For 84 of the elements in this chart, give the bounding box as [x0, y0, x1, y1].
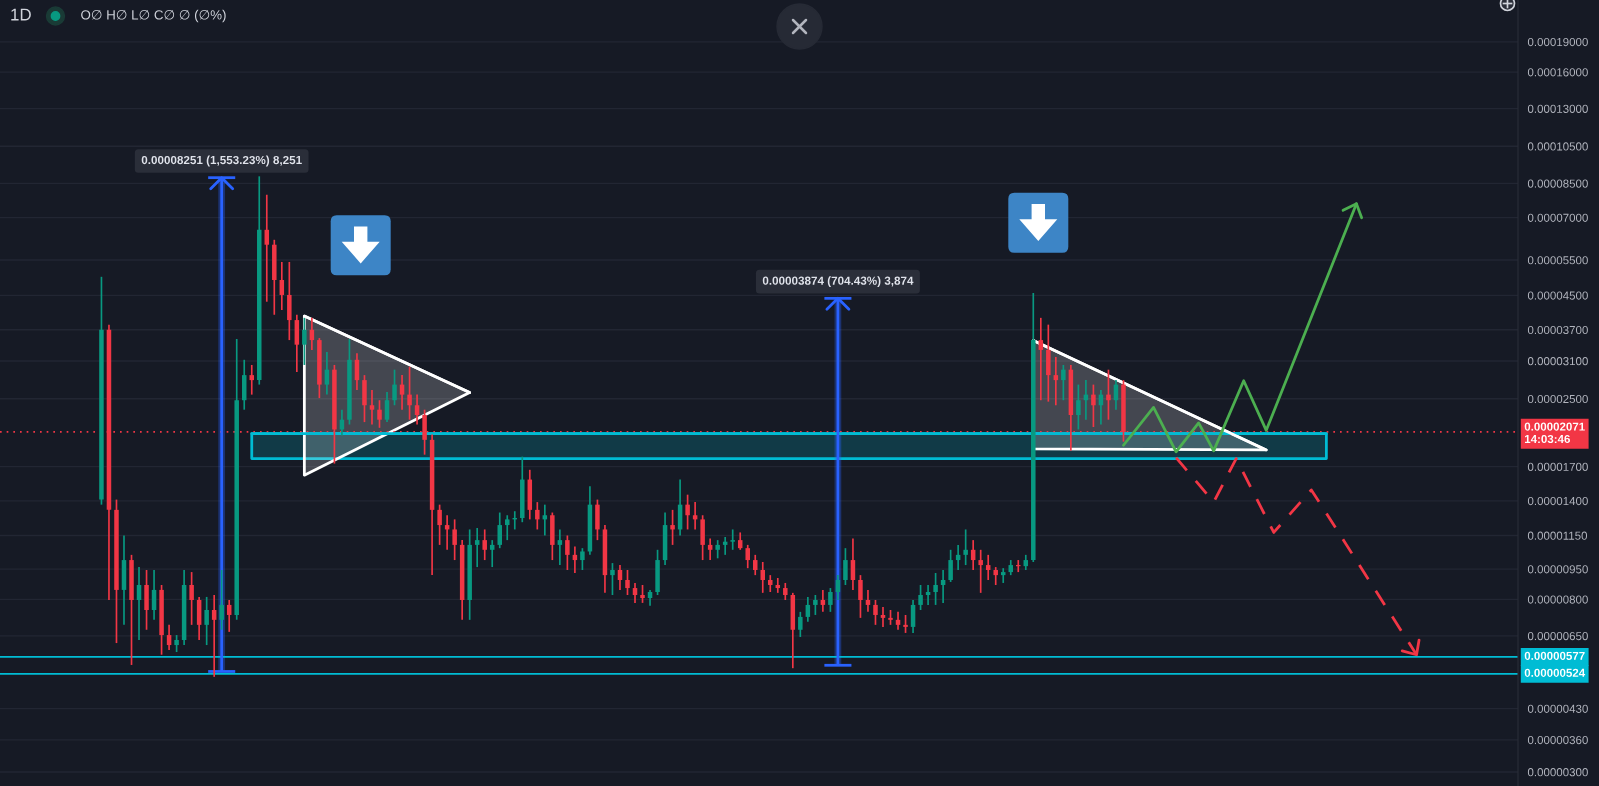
- y-tick-label: 0.00010500: [1527, 142, 1588, 151]
- candlestick: [414, 393, 420, 426]
- candlestick: [1076, 383, 1081, 431]
- y-tick-label: 0.00016000: [1527, 68, 1588, 77]
- candlestick: [1061, 364, 1066, 402]
- candlestick: [1038, 317, 1044, 402]
- y-tick-label: 0.00000950: [1527, 565, 1588, 574]
- y-tick-label: 0.00000360: [1527, 736, 1588, 745]
- candlestick: [189, 571, 194, 626]
- y-tick-label: 0.00003100: [1527, 357, 1588, 366]
- candlestick: [580, 547, 585, 571]
- candlestick: [873, 599, 878, 626]
- y-tick-label: 0.00001150: [1527, 531, 1588, 540]
- candlestick: [820, 589, 826, 613]
- candlestick: [565, 534, 570, 571]
- candlestick: [384, 391, 390, 423]
- candlestick: [730, 528, 735, 551]
- y-tick-label: 0.00003700: [1527, 325, 1588, 335]
- candlestick: [865, 589, 871, 613]
- candlestick: [497, 511, 502, 549]
- candlestick: [392, 368, 397, 407]
- y-tick-label: 0.00013000: [1527, 104, 1588, 113]
- candlestick: [264, 193, 270, 303]
- candlestick: [452, 518, 457, 561]
- y-tick-label: 0.00005500: [1527, 256, 1588, 265]
- data-label: 0.00003874 (704.43%) 3,874: [762, 276, 914, 288]
- candlestick: [963, 528, 968, 566]
- candlestick: [557, 528, 563, 566]
- candlestick: [685, 493, 690, 531]
- candlestick: [978, 548, 983, 594]
- candlestick: [948, 548, 953, 583]
- candlestick: [474, 527, 480, 568]
- candlestick: [1016, 559, 1021, 573]
- candlestick: [302, 317, 307, 366]
- candlestick: [880, 606, 886, 628]
- candlestick: [798, 611, 803, 638]
- candlestick: [219, 569, 224, 631]
- candlestick: [707, 537, 713, 561]
- candlestick: [632, 582, 638, 604]
- y-tick-label: 0.00000800: [1527, 595, 1588, 604]
- candlestick: [813, 594, 818, 616]
- data-label: 0.00008251 (1,553.23%) 8,251: [141, 155, 302, 167]
- y-tick-label: 0.00002500: [1527, 394, 1588, 404]
- y-tick-label: 0.00007000: [1527, 213, 1588, 222]
- candlestick: [407, 365, 412, 421]
- y-tick-label: 0.00000430: [1527, 704, 1588, 713]
- candlestick: [211, 594, 217, 678]
- candlestick: [437, 503, 442, 546]
- chart-title: 1D: [11, 8, 31, 21]
- candlestick: [482, 528, 487, 561]
- candlestick: [828, 587, 833, 613]
- candlestick: [377, 399, 382, 429]
- y-tick-label: 0.00000300: [1527, 768, 1588, 777]
- candlestick: [925, 584, 931, 606]
- candlestick: [625, 569, 630, 596]
- y-tick-label: 0.00001700: [1527, 462, 1588, 471]
- y-tick-label: 0.00001400: [1527, 496, 1588, 506]
- candlestick: [324, 351, 330, 396]
- candlestick: [369, 389, 375, 426]
- y-tick-label: 0.00000650: [1527, 632, 1588, 641]
- candlestick: [858, 574, 863, 619]
- y-tick-label: 0.00004500: [1527, 291, 1588, 300]
- candlestick: [985, 554, 991, 581]
- candlestick: [279, 261, 285, 311]
- candlestick: [610, 562, 615, 596]
- candlestick: [933, 572, 938, 606]
- candlestick: [1091, 383, 1096, 428]
- candlestick: [1106, 368, 1111, 421]
- candlestick: [489, 539, 495, 568]
- y-tick-label: 0.00008500: [1527, 179, 1588, 188]
- ref-line-label: 0.00000524: [1524, 668, 1586, 677]
- candlestick: [918, 584, 923, 611]
- candlestick: [204, 596, 209, 646]
- candlestick: [843, 547, 848, 586]
- candlestick: [715, 539, 720, 560]
- annotation: O∅ H∅ L∅ C∅ ∅ (∅%): [81, 9, 226, 23]
- candlestick: [745, 544, 750, 570]
- y-tick-label: 0.00019000: [1527, 37, 1588, 47]
- candlestick: [670, 509, 675, 546]
- ref-line-label: 0.00000577: [1524, 651, 1585, 660]
- candlestick: [535, 501, 540, 531]
- candlestick: [505, 514, 510, 541]
- candlestick: [249, 364, 254, 396]
- ref-line-label: 0.00002071 14:03:46: [1524, 422, 1585, 444]
